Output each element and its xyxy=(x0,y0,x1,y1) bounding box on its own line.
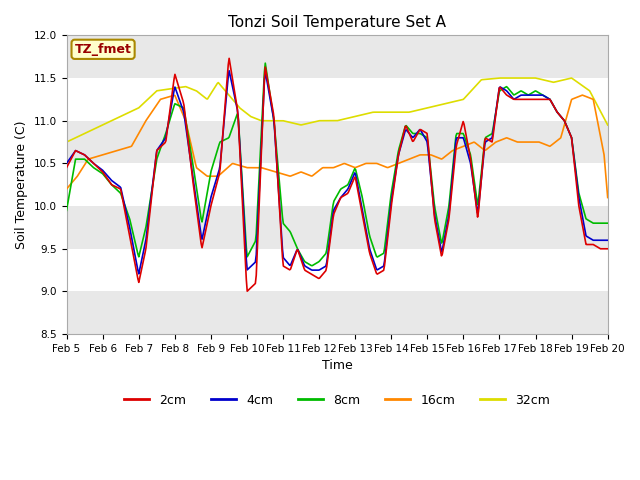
Bar xyxy=(67,163,608,206)
32cm xyxy=(424,105,432,111)
16cm xyxy=(604,195,612,201)
2cm xyxy=(202,228,209,233)
2cm xyxy=(472,199,479,205)
2cm xyxy=(159,143,166,148)
Line: 4cm: 4cm xyxy=(67,71,608,274)
Bar xyxy=(67,206,608,249)
4cm xyxy=(63,160,70,166)
X-axis label: Time: Time xyxy=(322,360,353,372)
4cm xyxy=(472,197,479,203)
2cm xyxy=(426,159,433,165)
Legend: 2cm, 4cm, 8cm, 16cm, 32cm: 2cm, 4cm, 8cm, 16cm, 32cm xyxy=(119,389,555,411)
8cm xyxy=(63,207,70,213)
16cm xyxy=(381,164,389,170)
2cm xyxy=(604,246,612,252)
Bar xyxy=(67,78,608,120)
16cm xyxy=(202,172,209,178)
16cm xyxy=(307,173,315,179)
Line: 2cm: 2cm xyxy=(67,59,608,291)
8cm xyxy=(309,262,317,268)
16cm xyxy=(63,186,70,192)
32cm xyxy=(202,95,209,101)
Bar xyxy=(67,36,608,78)
4cm xyxy=(135,271,143,276)
4cm xyxy=(604,238,612,243)
8cm xyxy=(383,223,391,229)
8cm xyxy=(159,141,166,146)
16cm xyxy=(470,139,478,145)
4cm xyxy=(309,267,317,273)
Text: TZ_fmet: TZ_fmet xyxy=(75,43,132,56)
2cm xyxy=(63,165,70,170)
32cm xyxy=(381,109,389,115)
Y-axis label: Soil Temperature (C): Soil Temperature (C) xyxy=(15,120,28,249)
Line: 16cm: 16cm xyxy=(67,95,608,198)
8cm xyxy=(472,189,479,194)
8cm xyxy=(202,199,209,204)
16cm xyxy=(159,96,166,102)
4cm xyxy=(383,234,391,240)
2cm xyxy=(243,288,251,294)
16cm xyxy=(424,152,432,158)
Bar xyxy=(67,120,608,163)
2cm xyxy=(309,272,317,278)
2cm xyxy=(383,239,391,244)
16cm xyxy=(579,92,586,98)
8cm xyxy=(426,158,433,164)
4cm xyxy=(426,163,433,169)
Bar xyxy=(67,249,608,291)
Title: Tonzi Soil Temperature Set A: Tonzi Soil Temperature Set A xyxy=(228,15,446,30)
2cm xyxy=(225,56,233,61)
4cm xyxy=(225,68,233,73)
32cm xyxy=(470,85,478,91)
32cm xyxy=(307,120,315,125)
Line: 32cm: 32cm xyxy=(67,78,608,142)
32cm xyxy=(159,87,166,93)
32cm xyxy=(497,75,504,81)
32cm xyxy=(604,122,612,128)
8cm xyxy=(308,263,316,268)
8cm xyxy=(262,60,269,66)
8cm xyxy=(604,220,612,226)
Line: 8cm: 8cm xyxy=(67,63,608,265)
4cm xyxy=(203,215,211,221)
4cm xyxy=(159,139,167,144)
32cm xyxy=(63,139,70,145)
Bar xyxy=(67,291,608,334)
